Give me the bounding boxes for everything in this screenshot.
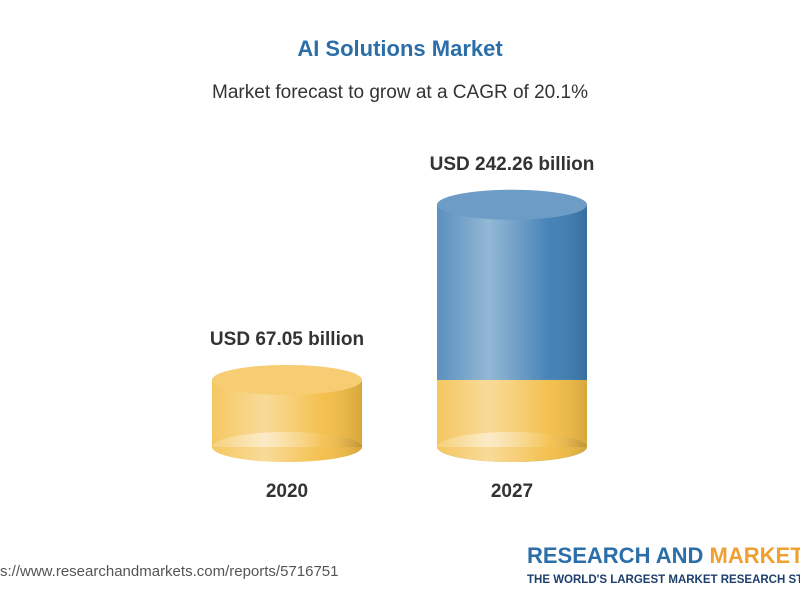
x-tick-label: 2020 (266, 481, 308, 502)
source-url: s://www.researchandmarkets.com/reports/5… (0, 563, 339, 580)
chart-title: AI Solutions Market (297, 36, 503, 61)
cylinder-shade (212, 432, 362, 462)
cylinder-top (437, 189, 587, 220)
cylinder-top-highlight (212, 364, 362, 395)
cylinder-top-highlight (437, 189, 587, 220)
value-label: USD 242.26 billion (430, 154, 595, 175)
logo: RESEARCH AND MARKET (527, 543, 800, 568)
chart-subtitle: Market forecast to grow at a CAGR of 20.… (212, 82, 588, 103)
logo-tagline: THE WORLD'S LARGEST MARKET RESEARCH ST (527, 574, 800, 586)
x-tick-label: 2027 (491, 481, 533, 502)
logo-part: RESEARCH AND (527, 543, 710, 568)
value-label: USD 67.05 billion (210, 329, 364, 350)
logo-part: MARKET (710, 543, 800, 568)
cylinder-shade (437, 432, 587, 462)
plot-area: USD 67.05 billion 2020 USD 242.26 billion 2… (210, 154, 594, 502)
cylinder-top (212, 364, 362, 395)
